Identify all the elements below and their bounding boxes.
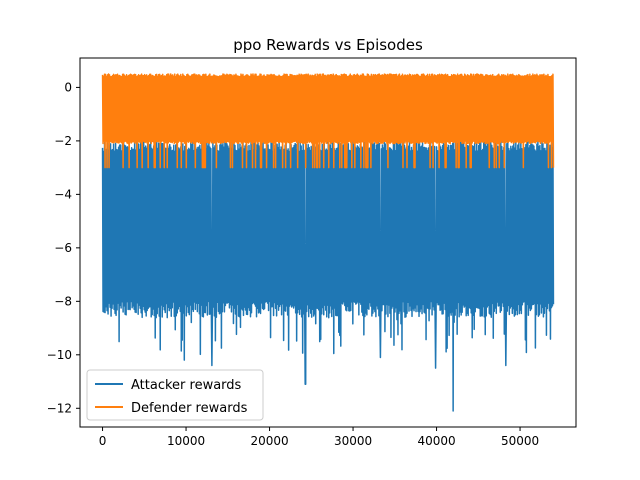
series-line-defender xyxy=(101,73,555,169)
y-tick-label: −6 xyxy=(54,241,72,255)
x-tick-label: 10000 xyxy=(167,434,205,448)
x-tick-label: 30000 xyxy=(334,434,372,448)
plot-frame xyxy=(79,57,577,428)
y-tick-label: −8 xyxy=(54,294,72,308)
x-tick-label: 50000 xyxy=(501,434,539,448)
x-axis: 0 10000 20000 30000 40000 50000 xyxy=(99,427,539,448)
y-tick-label: −12 xyxy=(47,401,72,415)
plot-area xyxy=(79,57,577,428)
x-tick-label: 0 xyxy=(99,434,107,448)
series-line-attacker xyxy=(101,140,555,412)
series-layer xyxy=(101,73,555,412)
legend-label-attacker: Attacker rewards xyxy=(131,378,242,393)
legend-box xyxy=(86,369,264,421)
x-tick-label: 40000 xyxy=(417,434,455,448)
y-tick-label: −2 xyxy=(54,134,72,148)
y-tick-label: −4 xyxy=(54,187,72,201)
y-tick-label: −10 xyxy=(47,348,72,362)
y-tick-label: 0 xyxy=(64,80,72,94)
legend: Attacker rewards Defender rewards xyxy=(86,369,264,421)
legend-label-defender: Defender rewards xyxy=(131,401,248,416)
y-axis: 0 −2 −4 −6 −8 −10 −12 xyxy=(47,80,80,415)
chart-title: ppo Rewards vs Episodes xyxy=(233,36,423,54)
x-tick-label: 20000 xyxy=(250,434,288,448)
